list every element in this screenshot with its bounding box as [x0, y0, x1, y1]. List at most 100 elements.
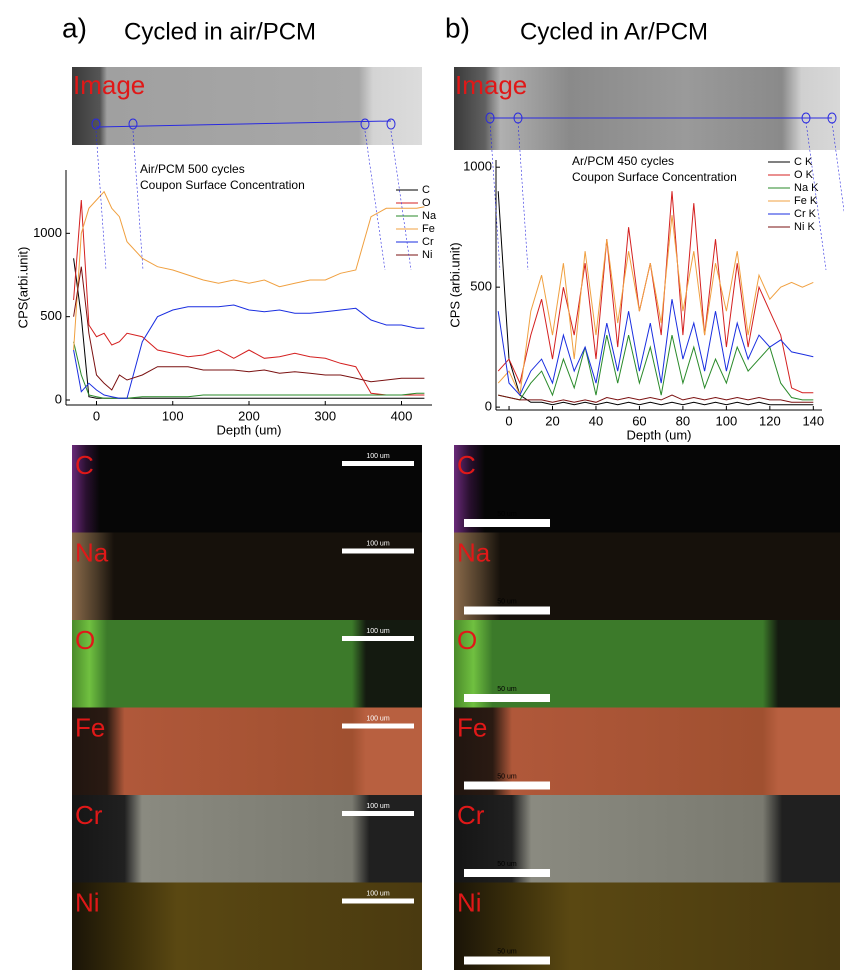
element-label: Na	[75, 537, 109, 567]
x-tick-label: 120	[759, 413, 781, 428]
y-tick-label: 0	[55, 391, 62, 406]
legend-label: Ni K	[794, 221, 815, 233]
element-label: O	[75, 625, 95, 655]
element-label: Cr	[457, 800, 485, 830]
scale-label: 50 um	[497, 948, 517, 955]
y-axis-label: CPS (arbi.unit)	[447, 242, 462, 327]
image-label: Image	[73, 70, 145, 100]
scale-bar	[342, 811, 414, 816]
legend-label: Na	[422, 210, 437, 222]
scale-bar	[342, 548, 414, 554]
legend-label: O	[422, 197, 431, 209]
annotation: Coupon Surface Concentration	[572, 170, 737, 184]
scan-guide	[517, 121, 529, 271]
y-tick-label: 1000	[33, 225, 62, 240]
x-tick-label: 20	[545, 413, 559, 428]
scale-label: 50 um	[497, 773, 517, 780]
legend-label: C	[422, 184, 430, 196]
scale-label: 50 um	[497, 511, 517, 518]
element-label: Na	[457, 537, 491, 567]
scale-bar	[342, 461, 414, 466]
element-map	[72, 707, 422, 795]
data-line	[73, 266, 425, 391]
panel-title: Cycled in Ar/PCM	[520, 18, 708, 45]
element-label: Ni	[75, 887, 100, 917]
scale-bar	[464, 606, 550, 615]
y-tick-label: 500	[470, 279, 492, 294]
scan-point	[128, 118, 138, 130]
scale-label: 50 um	[497, 686, 517, 693]
element-map	[454, 532, 840, 620]
sem-image	[454, 67, 840, 150]
y-tick-label: 0	[485, 399, 492, 414]
element-map	[72, 882, 422, 970]
legend-label: Fe K	[794, 195, 818, 207]
element-label: Fe	[75, 712, 105, 742]
element-label: O	[457, 625, 477, 655]
data-line	[498, 334, 814, 401]
x-tick-label: 140	[802, 413, 824, 428]
y-axis-label: CPS(arbi.unit)	[15, 247, 30, 329]
element-map	[454, 620, 840, 708]
x-tick-label: 80	[676, 413, 690, 428]
y-tick-label: 1000	[463, 159, 492, 174]
scan-markers	[91, 112, 844, 271]
scan-guide	[805, 121, 827, 271]
scale-bar	[464, 519, 550, 527]
legend-label: C K	[794, 156, 813, 168]
x-tick-label: 300	[314, 408, 336, 423]
legend-label: Fe	[422, 223, 435, 235]
element-map	[454, 795, 840, 883]
x-tick-label: 400	[391, 408, 413, 423]
data-line	[497, 215, 814, 397]
scan-guide	[390, 130, 412, 271]
element-map	[72, 795, 422, 883]
scan-line	[95, 120, 392, 128]
element-label: C	[75, 450, 94, 480]
scan-guide	[132, 130, 144, 271]
element-map	[454, 707, 840, 795]
x-axis-label: Depth (um)	[216, 422, 281, 437]
sem-image	[72, 67, 422, 145]
image-label: Image	[455, 70, 527, 100]
scale-label: 100 um	[366, 540, 390, 547]
annotation: Air/PCM 500 cycles	[140, 162, 245, 176]
x-tick-label: 100	[162, 408, 184, 423]
scale-bar	[342, 723, 414, 729]
scan-point	[386, 118, 396, 130]
scan-guide	[489, 121, 501, 271]
legend-label: O K	[794, 169, 814, 181]
element-label: Cr	[75, 800, 103, 830]
element-map	[72, 620, 422, 708]
x-tick-label: 40	[589, 413, 603, 428]
x-axis-label: Depth (um)	[626, 427, 691, 442]
scale-bar	[342, 636, 414, 641]
panel-title: Cycled in air/PCM	[124, 18, 316, 45]
x-tick-label: 100	[716, 413, 738, 428]
scale-bar	[342, 898, 414, 904]
data-line	[73, 304, 425, 399]
scale-label: 100 um	[366, 890, 390, 897]
scale-label: 100 um	[366, 453, 390, 460]
data-line	[73, 341, 425, 399]
scale-label: 100 um	[366, 715, 390, 722]
data-line	[73, 190, 425, 351]
scan-guide	[364, 130, 386, 271]
element-map	[72, 445, 422, 533]
data-line	[497, 191, 814, 406]
scale-bar	[464, 781, 550, 790]
x-tick-label: 0	[505, 413, 512, 428]
element-label: C	[457, 450, 476, 480]
scan-guide	[831, 121, 844, 214]
legend-label: Na K	[794, 182, 819, 194]
scale-bar	[464, 956, 550, 965]
data-line	[497, 191, 814, 394]
scale-label: 50 um	[497, 598, 517, 605]
scale-label: 50 um	[497, 861, 517, 868]
y-tick-label: 500	[40, 308, 62, 323]
x-tick-label: 0	[93, 408, 100, 423]
scale-label: 100 um	[366, 628, 390, 635]
element-map	[454, 445, 840, 533]
scan-guide	[95, 130, 107, 271]
